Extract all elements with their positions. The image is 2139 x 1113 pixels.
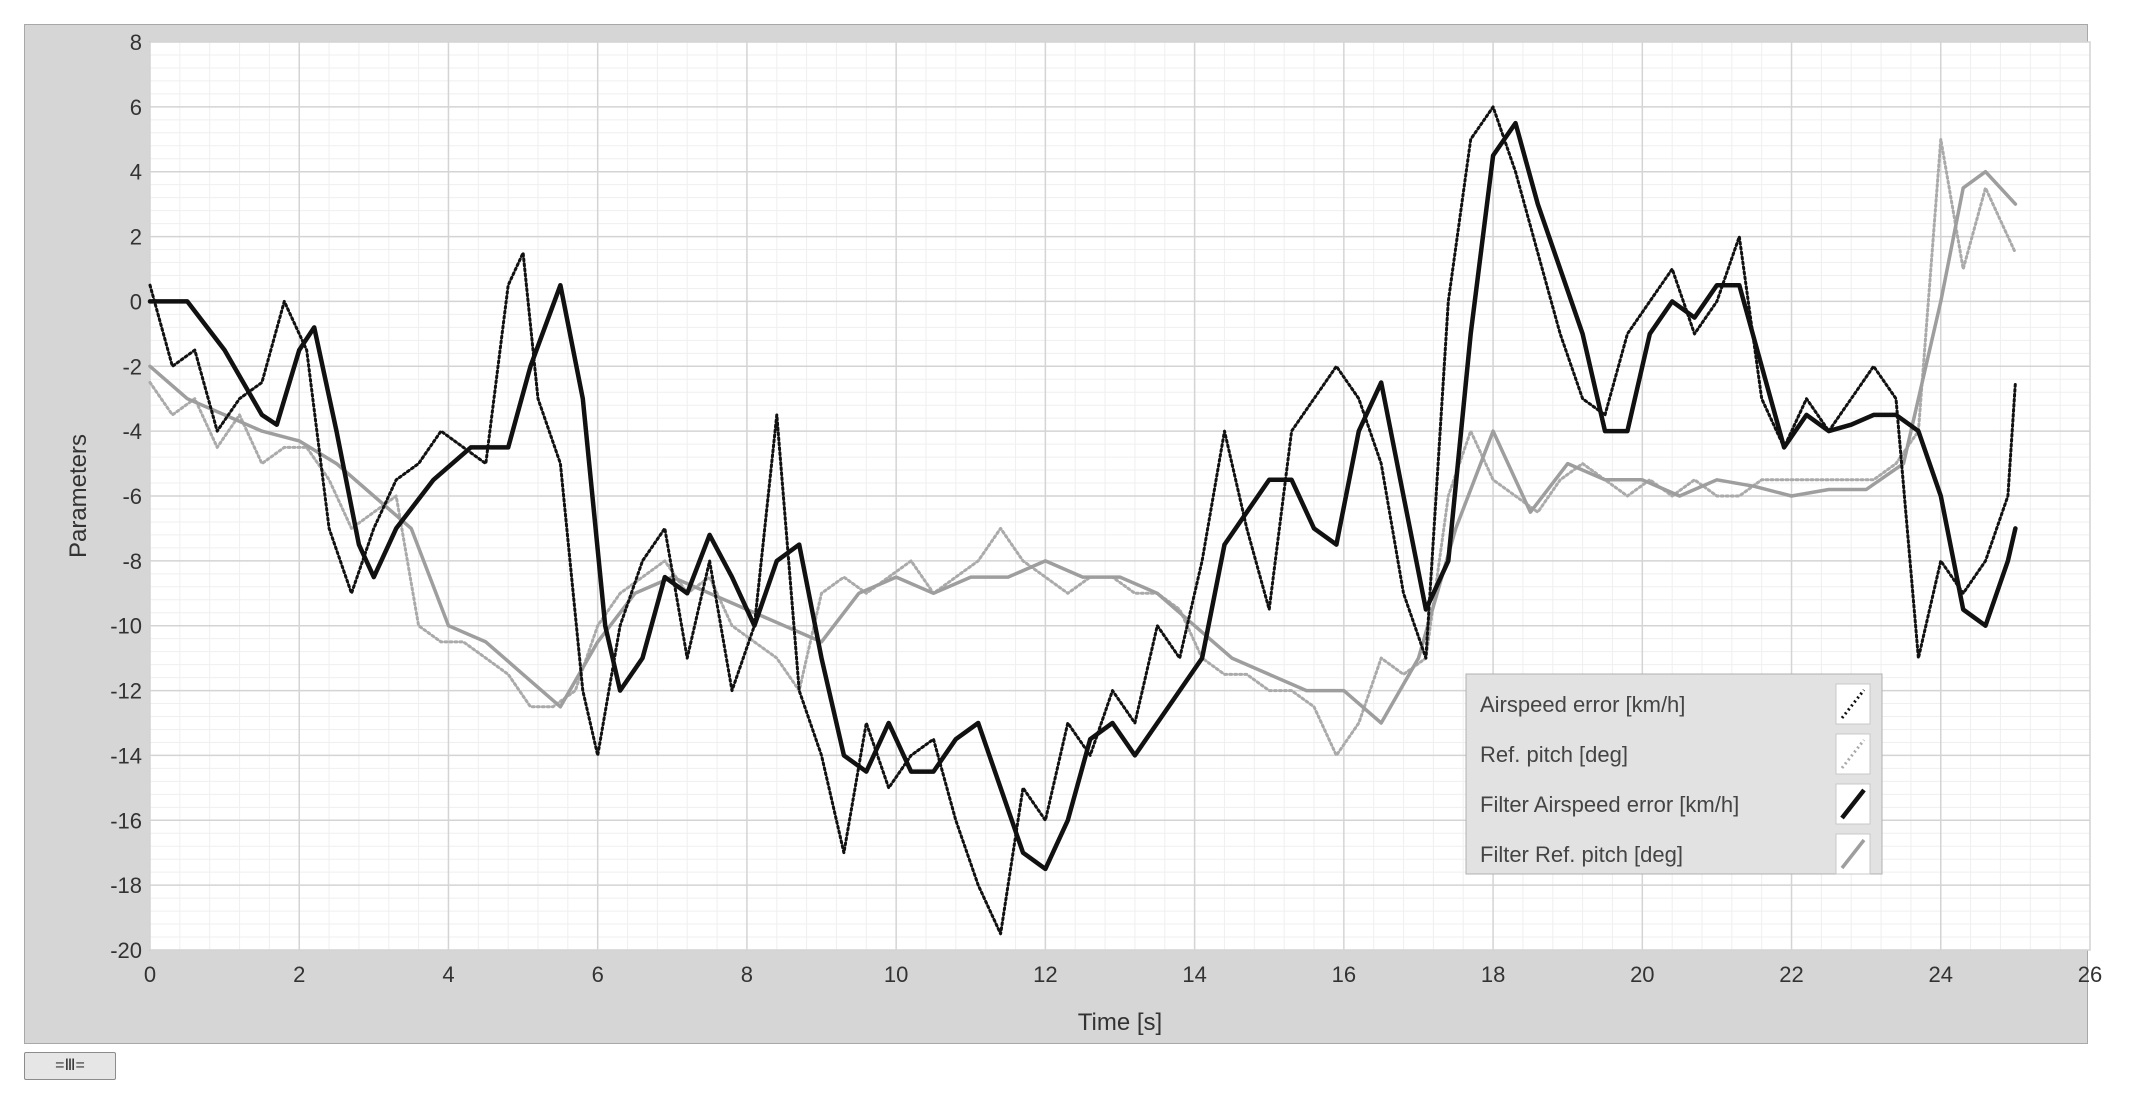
legend-swatch-box — [1835, 733, 1871, 775]
y-tick-label: -2 — [122, 354, 142, 379]
y-tick-label: -4 — [122, 419, 142, 444]
y-tick-label: -18 — [110, 873, 142, 898]
series-line-4 — [148, 169, 2018, 725]
legend-entry-label: Airspeed error [km/h] — [1480, 692, 1685, 717]
legend-swatch-4 — [1840, 838, 1866, 870]
series-line-3 — [147, 120, 2018, 872]
x-tick-label: 14 — [1182, 962, 1206, 987]
legend-swatch-1 — [1840, 689, 1866, 719]
x-axis-ticks: 0 2 4 6 8 10 12 14 16 18 20 22 24 26 — [144, 962, 2102, 987]
x-tick-label: 12 — [1033, 962, 1057, 987]
legend-entry-label: Ref. pitch [deg] — [1480, 742, 1628, 767]
y-tick-label: -10 — [110, 614, 142, 639]
x-tick-label: 20 — [1630, 962, 1654, 987]
x-tick-label: 22 — [1779, 962, 1803, 987]
y-tick-label: -12 — [110, 679, 142, 704]
legend-swatch-3 — [1840, 788, 1866, 820]
legend-swatch-2 — [1840, 739, 1866, 769]
x-tick-label: 4 — [442, 962, 454, 987]
x-tick-label: 16 — [1332, 962, 1356, 987]
y-axis-ticks: 8 6 4 2 0 -2 -4 -6 -8 -10 -12 -14 -16 -18 -20 — [110, 30, 142, 963]
x-tick-label: 26 — [2078, 962, 2102, 987]
y-tick-label: 2 — [130, 225, 142, 250]
legend: Airspeed error [km/h] Ref. pitch [deg] Fil… — [1465, 673, 1883, 875]
x-tick-label: 6 — [592, 962, 604, 987]
y-tick-label: -8 — [122, 549, 142, 574]
y-tick-label: -16 — [110, 808, 142, 833]
legend-box — [1465, 673, 1883, 875]
x-tick-label: 24 — [1929, 962, 1953, 987]
x-tick-label: 2 — [293, 962, 305, 987]
legend-entry-label: Filter Airspeed error [km/h] — [1480, 792, 1739, 817]
y-tick-label: 0 — [130, 289, 142, 314]
x-tick-label: 0 — [144, 962, 156, 987]
y-tick-label: 8 — [130, 30, 142, 55]
y-tick-label: -20 — [110, 938, 142, 963]
y-axis-label: Parameters — [65, 434, 92, 558]
legend-entry-label: Filter Ref. pitch [deg] — [1480, 842, 1683, 867]
x-tick-label: 18 — [1481, 962, 1505, 987]
series-layer — [147, 105, 2018, 936]
x-tick-label: 8 — [741, 962, 753, 987]
x-tick-label: 10 — [884, 962, 908, 987]
y-tick-label: 6 — [130, 95, 142, 120]
scale-legend-button[interactable]: =Ⅲ= — [24, 1052, 116, 1080]
y-tick-label: 4 — [130, 160, 142, 185]
x-axis-label: Time [s] — [1078, 1009, 1162, 1036]
legend-swatch-box — [1835, 683, 1871, 725]
y-tick-label: -14 — [110, 743, 142, 768]
y-tick-label: -6 — [122, 484, 142, 509]
